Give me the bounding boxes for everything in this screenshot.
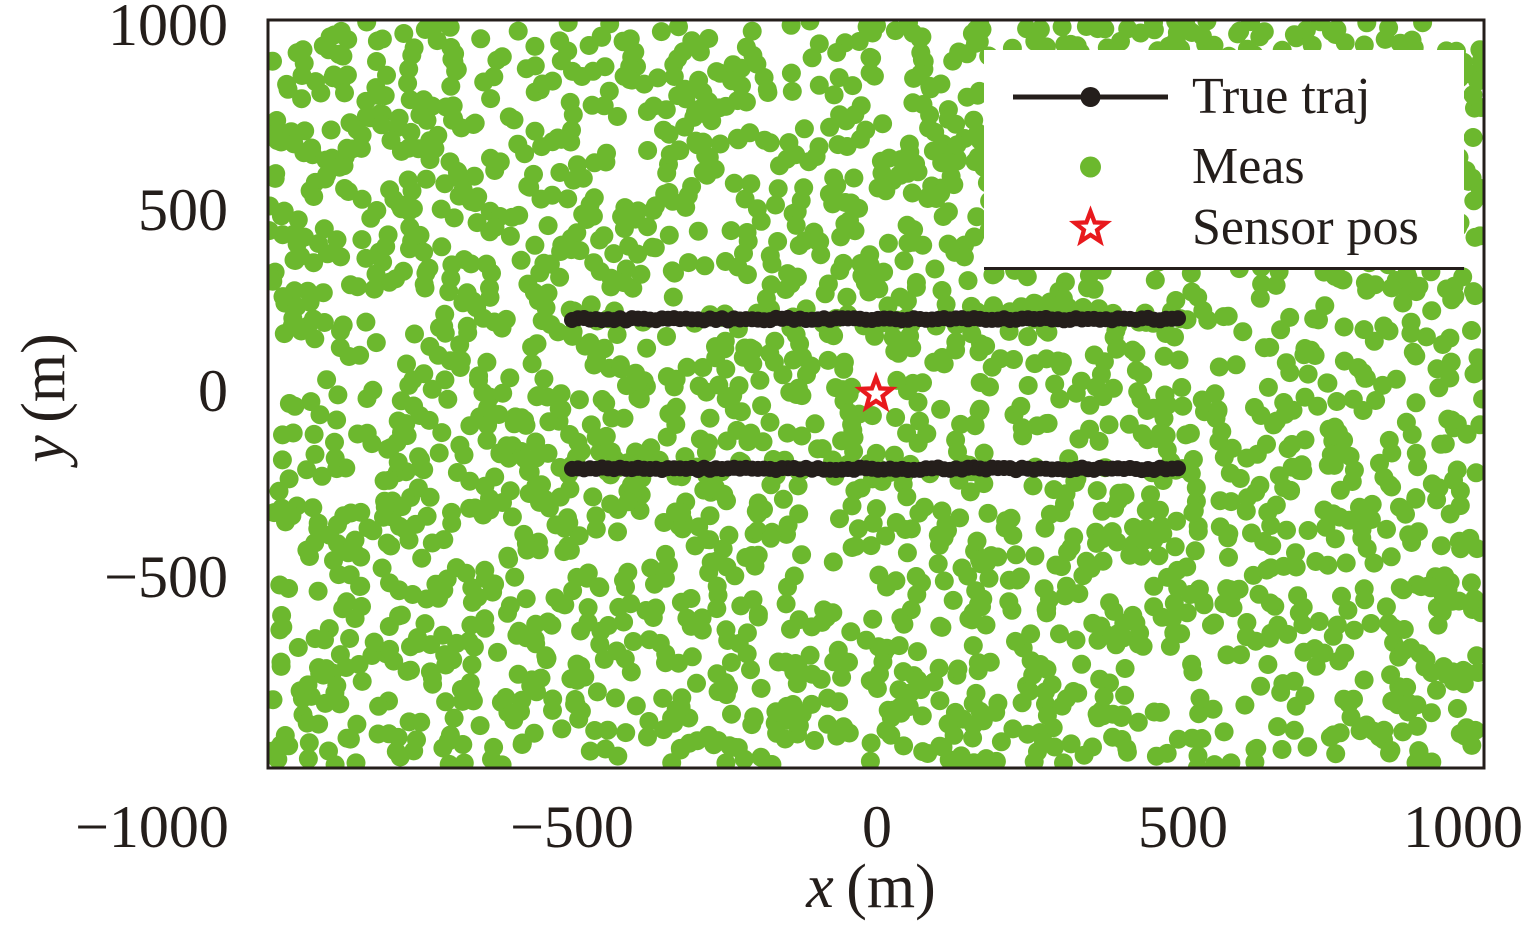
- legend-entry-sensor-pos: Sensor pos: [984, 200, 1464, 256]
- legend-line-with-dot-icon: [984, 69, 1192, 125]
- legend-dot-icon: [984, 139, 1192, 195]
- x-axis-unit: (m): [846, 853, 936, 921]
- legend-entry-label: Sensor pos: [1192, 199, 1419, 256]
- x-axis-label: x (m): [806, 854, 935, 920]
- x-tick-label: −1000: [75, 794, 229, 860]
- y-tick-label: 500: [138, 177, 228, 243]
- legend-star-icon: [984, 200, 1192, 256]
- x-tick-label: 0: [862, 794, 892, 860]
- true-traj-lines: [564, 309, 1186, 479]
- legend-entry-meas: Meas: [984, 139, 1464, 195]
- legend-entry-label: True traj: [1192, 68, 1371, 125]
- plot-border: [266, 18, 1486, 770]
- y-axis-label: y (m): [10, 333, 78, 463]
- y-axis-symbol: y: [10, 435, 78, 463]
- x-tick-label: 500: [1138, 794, 1228, 860]
- sensor-pos-star-icon: [854, 371, 898, 413]
- legend-entry-true-traj: True traj: [984, 69, 1464, 125]
- x-tick-label: −500: [510, 794, 634, 860]
- legend-entry-label: Meas: [1192, 138, 1305, 195]
- y-tick-label: −500: [104, 544, 228, 610]
- y-tick-label: 1000: [108, 0, 228, 58]
- y-tick-label: 0: [198, 358, 228, 424]
- x-axis-symbol: x: [806, 853, 834, 921]
- legend-box: True traj Meas Sensor pos: [984, 50, 1464, 270]
- x-tick-label: 1000: [1403, 794, 1523, 860]
- y-axis-unit: (m): [10, 333, 78, 423]
